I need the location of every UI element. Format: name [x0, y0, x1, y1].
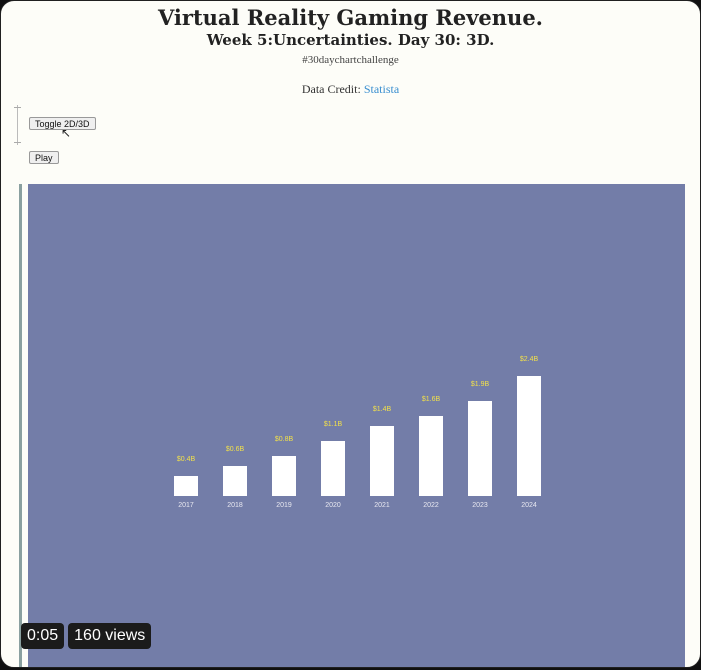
value-label-2017: $0.4B: [177, 456, 196, 463]
value-label-2018: $0.6B: [226, 446, 245, 453]
bar-2023: [468, 401, 492, 496]
toggle-2d-3d-button[interactable]: Toggle 2D/3D: [29, 117, 96, 130]
scroll-track: [19, 184, 22, 667]
chart-panel: $0.4B 2017 $0.6B 2018 $0.8B 2019 $1.1B 2020 $1.4…: [28, 184, 685, 667]
x-tick-2020: 2020: [325, 502, 341, 509]
x-tick-2024: 2024: [521, 502, 537, 509]
value-label-2022: $1.6B: [422, 396, 441, 403]
hashtag-text: #30daychartchallenge: [302, 54, 399, 66]
value-label-2020: $1.1B: [324, 421, 343, 428]
bar-2024: [517, 376, 541, 496]
bar-2017: [174, 476, 198, 496]
play-button[interactable]: Play: [29, 151, 59, 164]
view-count: 160 views: [68, 623, 152, 649]
data-credit: Data Credit: Statista: [1, 82, 700, 97]
credit-source-link[interactable]: Statista: [363, 82, 400, 96]
resize-handle[interactable]: [14, 105, 21, 145]
bar-2019: [272, 456, 296, 496]
video-time: 0:05: [21, 623, 65, 649]
mouse-pointer-icon: ↖: [61, 126, 72, 140]
bar-chart: $0.4B 2017 $0.6B 2018 $0.8B 2019 $1.1B 2020 $1.4…: [174, 356, 541, 509]
x-tick-2019: 2019: [276, 502, 292, 509]
bar-2020: [321, 441, 345, 496]
value-label-2021: $1.4B: [373, 406, 392, 413]
bar-2018: [223, 466, 247, 496]
value-label-2024: $2.4B: [520, 356, 539, 363]
credit-label: Data Credit:: [301, 82, 361, 96]
value-label-2019: $0.8B: [275, 436, 294, 443]
page-title: Virtual Reality Gaming Revenue.: [157, 5, 543, 30]
x-tick-2023: 2023: [472, 502, 488, 509]
page-subtitle: Week 5:Uncertainties. Day 30: 3D.: [206, 31, 495, 49]
bar-2021: [370, 426, 394, 496]
video-overlay: 0:05 160 views: [21, 623, 152, 649]
bar-2022: [419, 416, 443, 496]
x-tick-2017: 2017: [178, 502, 194, 509]
x-tick-2022: 2022: [423, 502, 439, 509]
value-label-2023: $1.9B: [471, 381, 490, 388]
x-tick-2018: 2018: [227, 502, 243, 509]
x-tick-2021: 2021: [374, 502, 390, 509]
